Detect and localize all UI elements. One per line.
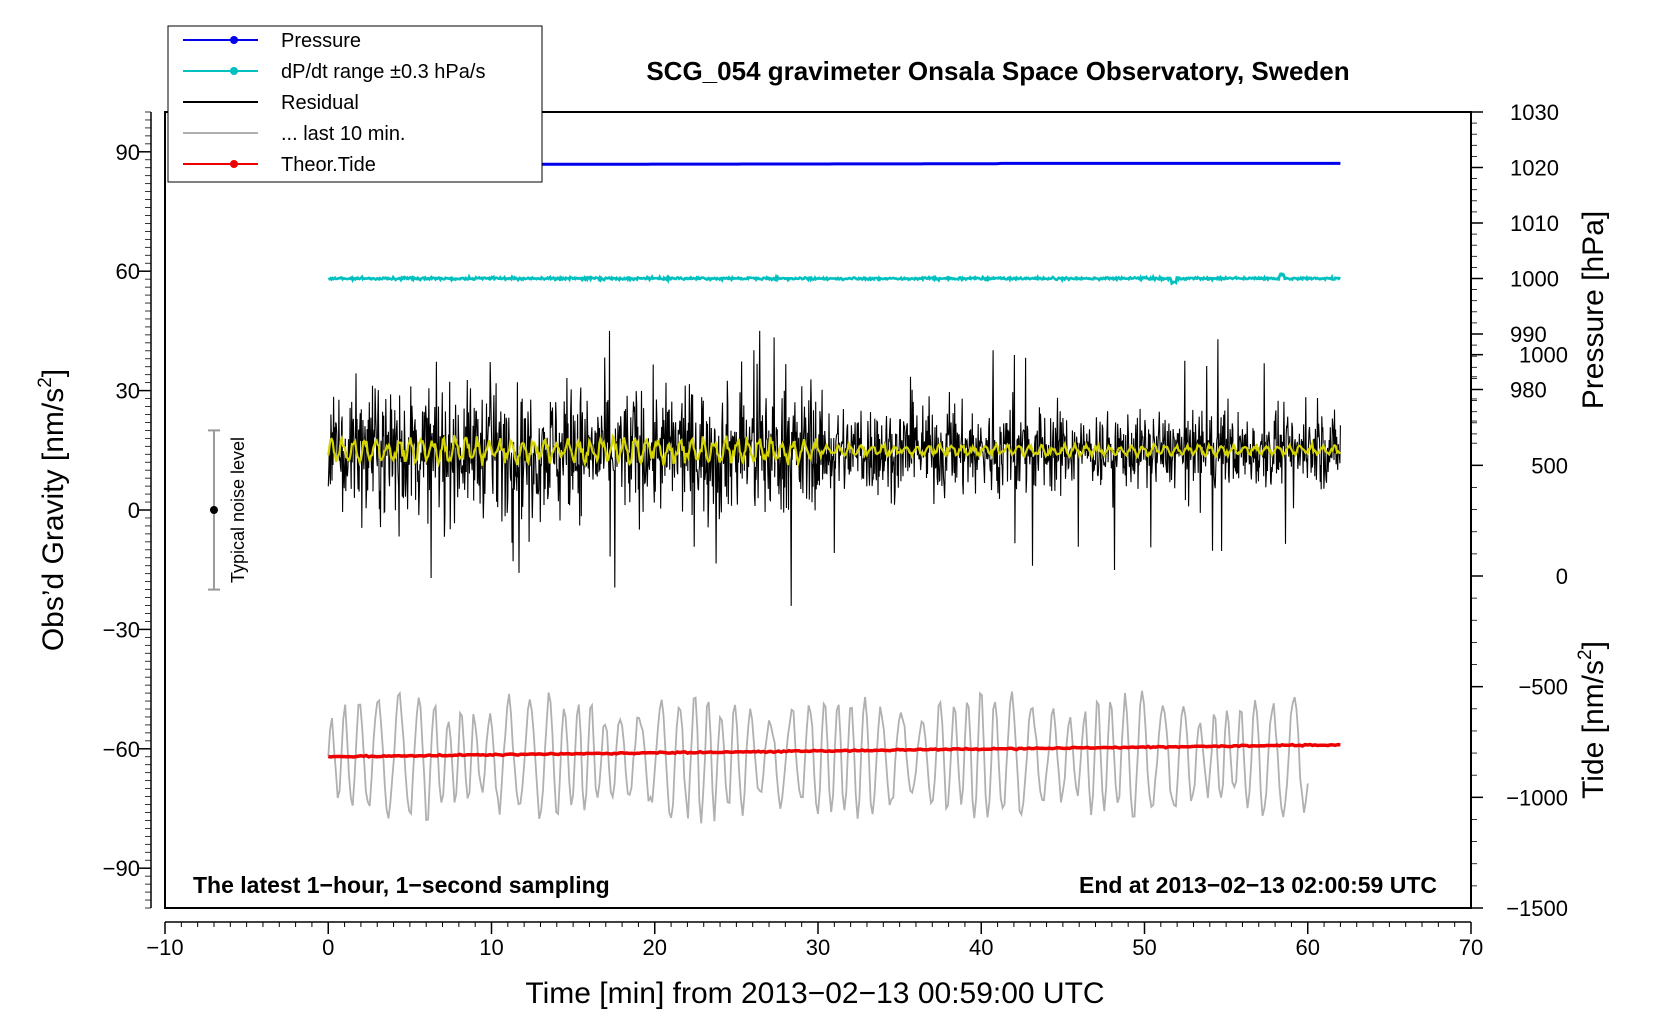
last-10-min-line (327, 690, 1309, 824)
y-axis-left-title-main: Obs’d Gravity [nm/s (37, 388, 70, 651)
pressure-tick-label: 1030 (1510, 100, 1559, 125)
y-axis-tide-title-end: ] (1577, 641, 1610, 649)
legend-marker (230, 160, 238, 168)
y-left-tick-label: 90 (116, 140, 140, 165)
y-left-tick-label: −60 (103, 737, 140, 762)
y-axis-pressure-title: Pressure [hPa] (1577, 211, 1610, 409)
y-left-tick-label: 60 (116, 259, 140, 284)
theoretical-tide-line (327, 742, 1341, 759)
legend-label: Pressure (281, 30, 361, 52)
tide-tick-label: −1500 (1506, 896, 1568, 921)
tide-tick-label: −500 (1518, 675, 1568, 700)
chart-title: SCG_054 gravimeter Onsala Space Observat… (646, 56, 1349, 86)
x-axis-title: Time [min] from 2013−02−13 00:59:00 UTC (525, 977, 1104, 1010)
x-tick-label: 60 (1296, 935, 1320, 960)
tide-tick-label: 500 (1531, 453, 1568, 478)
y-left-tick-label: −90 (103, 856, 140, 881)
tide-tick-label: −1000 (1506, 785, 1568, 810)
x-tick-label: 40 (969, 935, 993, 960)
x-tick-label: 30 (806, 935, 830, 960)
y-axis-tide-title-sup: 2 (1575, 649, 1596, 660)
legend-label: dP/dt range ±0.3 hPa/s (281, 61, 485, 83)
pressure-tick-label: 990 (1510, 322, 1547, 347)
noise-level-label: Typical noise level (228, 437, 248, 583)
plot-frame (164, 111, 1472, 909)
x-tick-label: 20 (643, 935, 667, 960)
pressure-tick-label: 980 (1510, 378, 1547, 403)
legend-marker (230, 67, 238, 75)
legend-box (167, 25, 543, 183)
pressure-tick-label: 1010 (1510, 211, 1559, 236)
legend: Pressure dP/dt range ±0.3 hPa/s Residual..… (167, 25, 543, 183)
tide-tick-label: 1000 (1519, 343, 1568, 368)
x-tick-label: 70 (1459, 935, 1483, 960)
x-tick-label: 0 (322, 935, 334, 960)
pressure-tick-label: 1000 (1510, 267, 1559, 292)
labels-layer: −10 0 10 20 30 40 50 60 709060300−30−60−90103010… (103, 100, 1568, 960)
legend-label: Theor.Tide (281, 154, 376, 176)
residual-line (327, 330, 1341, 606)
ticks-layer (139, 111, 1483, 934)
y-axis-left-title: Obs’d Gravity [nm/s2] (35, 369, 70, 651)
y-axis-tide-title-main: Tide [nm/s (1577, 660, 1610, 799)
x-tick-label: 50 (1132, 935, 1156, 960)
residual-smoothed-line (327, 433, 1341, 468)
y-left-tick-label: 0 (128, 498, 140, 523)
pressure-tick-label: 1020 (1510, 156, 1559, 181)
y-left-tick-label: −30 (103, 617, 140, 642)
note-sampling: The latest 1−hour, 1−second sampling (193, 872, 610, 898)
y-axis-tide-title: Tide [nm/s2] (1575, 641, 1610, 799)
note-end-time: End at 2013−02−13 02:00:59 UTC (1079, 872, 1437, 898)
tide-tick-label: 0 (1556, 564, 1568, 589)
x-tick-label: −10 (146, 935, 183, 960)
series-layer (207, 161, 1341, 824)
legend-label: ... last 10 min. (281, 123, 406, 145)
legend-marker (230, 36, 238, 44)
noise-bar-center (209, 506, 218, 514)
y-left-tick-label: 30 (116, 379, 140, 404)
legend-label: Residual (281, 92, 359, 114)
y-axis-left-title-end: ] (37, 369, 70, 377)
y-axis-left-title-sup: 2 (35, 377, 56, 388)
x-tick-label: 10 (479, 935, 503, 960)
dpdt-line (327, 272, 1341, 286)
